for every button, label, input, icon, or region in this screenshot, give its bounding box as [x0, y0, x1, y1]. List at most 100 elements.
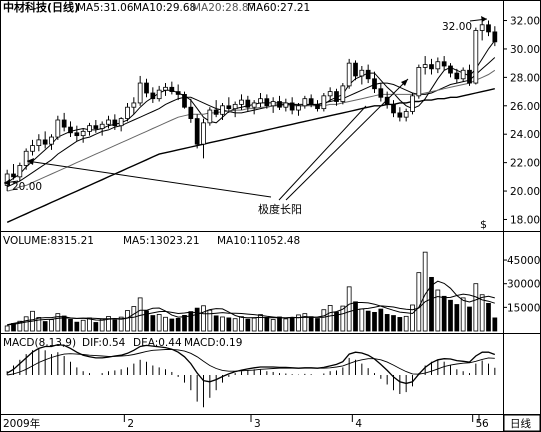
macd-line-dea: [7, 349, 495, 376]
candle: [321, 93, 327, 112]
volume-line-ma5: [7, 280, 495, 326]
volume-bar: [435, 289, 441, 332]
candle-body: [321, 95, 327, 110]
volume-bar: [372, 311, 377, 332]
volume-bar: [87, 317, 92, 332]
candle: [112, 114, 118, 130]
candle-body: [49, 136, 54, 145]
volume-bar: [68, 318, 73, 332]
candle: [239, 94, 244, 111]
candle-body: [492, 31, 498, 43]
volume-bar: [283, 318, 289, 332]
volume-bar: [378, 308, 384, 332]
chart-title: 中材科技(日线): [3, 0, 79, 14]
candle-body: [213, 109, 219, 115]
time-axis-start-label: 2009年: [3, 417, 40, 430]
candle: [353, 60, 358, 81]
candle-body: [315, 103, 320, 110]
candle: [422, 56, 428, 75]
volume-bar: [4, 325, 10, 332]
volume-bar: [473, 283, 479, 332]
month-label: 6: [482, 418, 489, 430]
volume-bar: [321, 309, 327, 332]
candle-body: [169, 86, 175, 92]
volume-ma-lines: [7, 280, 495, 326]
candle: [296, 102, 301, 116]
volume-bar: [429, 276, 434, 332]
candle: [492, 26, 498, 47]
candle: [391, 100, 396, 118]
low-pointer-arrowhead: [4, 179, 10, 186]
period-button[interactable]: [503, 414, 541, 432]
dollar-icon: $: [480, 218, 487, 231]
volume-bar: [74, 321, 80, 332]
volume-bar: [308, 316, 314, 332]
candle-body: [429, 64, 434, 70]
high-pointer-arrowhead: [481, 16, 487, 22]
candle-body: [251, 102, 257, 108]
volume-bar: [251, 317, 257, 332]
volume-bar: [188, 311, 194, 332]
candle: [125, 102, 130, 122]
price-tick-label: 26.00: [510, 101, 540, 113]
candle-body: [80, 130, 86, 137]
period-button-label: 日线: [510, 417, 531, 430]
candle-body: [467, 69, 472, 84]
macd-header-label: MACD(8,13,9): [3, 337, 76, 349]
candle-body: [99, 123, 105, 129]
candle-body: [207, 109, 213, 124]
callout-line-middle: [278, 105, 367, 201]
candle: [403, 108, 409, 122]
macd-line-dif: [6, 343, 496, 385]
candle: [441, 56, 447, 71]
candle-body: [194, 118, 200, 145]
volume-bar: [258, 314, 263, 332]
price-tick-label: 20.00: [510, 186, 540, 198]
candle: [55, 115, 61, 140]
candle: [213, 100, 219, 118]
volume-bar: [270, 319, 276, 332]
candle: [36, 134, 42, 152]
candle-body: [346, 62, 352, 87]
candle: [467, 64, 472, 86]
candle: [118, 117, 124, 132]
candle: [93, 120, 99, 133]
volume-bar: [277, 316, 282, 332]
candle-body: [365, 69, 371, 80]
candle: [372, 71, 377, 93]
candle: [473, 27, 479, 85]
volume-bar: [239, 316, 244, 332]
candle: [99, 121, 105, 136]
candle: [460, 67, 466, 82]
volume-line-ma10: [7, 293, 495, 326]
candle-body: [226, 105, 232, 110]
volume-bar: [302, 313, 308, 332]
candle: [232, 101, 238, 118]
volume-bar: [156, 314, 162, 332]
candle: [68, 121, 73, 138]
candle: [207, 107, 213, 126]
candle: [302, 95, 308, 109]
candle-body: [201, 122, 206, 145]
candle-body: [296, 105, 301, 111]
price-tick-label: 24.00: [510, 129, 540, 141]
candle-body: [175, 91, 181, 95]
candle-body: [473, 30, 479, 84]
candle-body: [144, 82, 149, 94]
candle: [327, 87, 333, 102]
candle: [454, 68, 460, 84]
volume-bar: [346, 286, 352, 332]
volume-bar: [112, 319, 118, 332]
candle-body: [283, 102, 289, 108]
volume-bar: [93, 322, 99, 332]
candle-body: [353, 62, 358, 77]
candle-body: [334, 91, 339, 102]
candle-body: [372, 78, 377, 90]
candle: [429, 58, 434, 75]
callout-line-left: [26, 160, 272, 198]
candle: [194, 114, 200, 149]
candle-body: [30, 145, 35, 152]
candle-body: [479, 24, 485, 31]
volume-header-ma5: MA5:13023.21: [123, 235, 200, 247]
